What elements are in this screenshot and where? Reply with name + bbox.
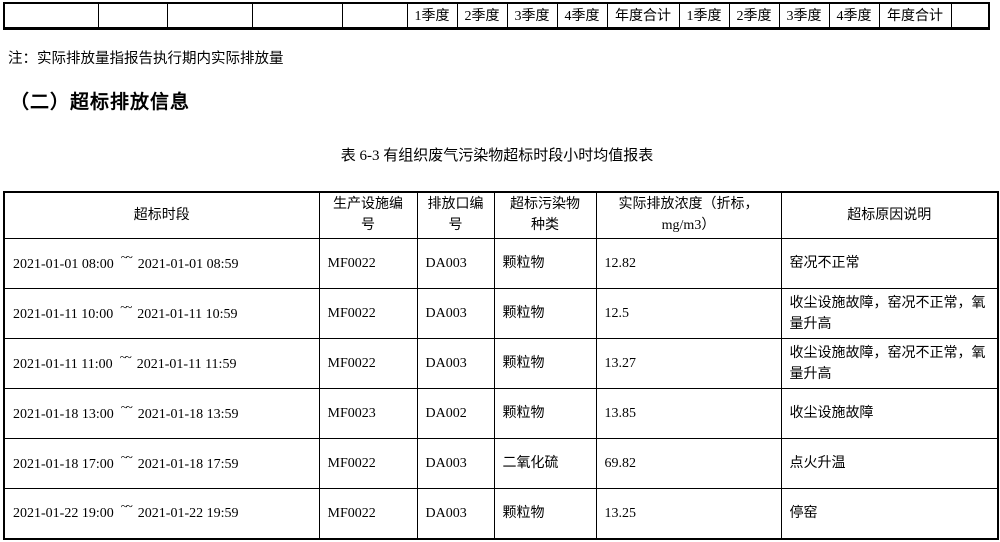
table-title: 表 6-3 有组织废气污染物超标时段小时均值报表 xyxy=(340,147,654,164)
reason-cell: 点火升温 xyxy=(780,438,999,489)
exceedance-table: 超标时段 生产设施编号 排放口编号 超标污染物种类 实际排放浓度（折标，mg/m… xyxy=(3,190,999,540)
concentration-cell: 12.82 xyxy=(595,238,782,289)
facility-no-cell: MF0022 xyxy=(318,238,418,289)
facility-no-cell: MF0023 xyxy=(318,388,418,439)
table-row: 2021-01-18 17:00 ~~2021-01-18 17:59 MF002… xyxy=(3,438,999,489)
period-separator: ~~ xyxy=(119,348,132,364)
empty-cell xyxy=(166,2,253,29)
note-text: 注：实际排放量指报告执行期内实际排放量 xyxy=(8,50,284,67)
pollutant-cell: 颗粒物 xyxy=(493,338,597,389)
period-start: 2021-01-18 13:00 xyxy=(13,406,114,422)
table-row: 2021-01-11 10:00 ~~ 2021-01-11 10:59 MF002… xyxy=(3,288,999,339)
exceedance-table-header-row: 超标时段 生产设施编号 排放口编号 超标污染物种类 实际排放浓度（折标，mg/m… xyxy=(3,191,999,239)
concentration-cell: 13.25 xyxy=(595,488,782,539)
outlet-no-cell: DA003 xyxy=(416,488,495,539)
col-header-pollutant: 超标污染物种类 xyxy=(493,191,597,239)
pollutant-cell: 颗粒物 xyxy=(493,288,597,339)
period-start: 2021-01-18 17:00 xyxy=(13,456,114,472)
table-row: 2021-01-01 08:00 ~~2021-01-01 08:59 MF002… xyxy=(3,238,999,289)
concentration-cell: 69.82 xyxy=(595,438,782,489)
quarter-cell-q2: 2季度 xyxy=(728,2,780,29)
period-end: 2021-01-11 10:59 xyxy=(137,306,238,322)
period-start: 2021-01-22 19:00 xyxy=(13,506,114,522)
quarter-cell-q4: 4季度 xyxy=(828,2,880,29)
period-cell: 2021-01-11 10:00 ~~ 2021-01-11 10:59 xyxy=(3,288,320,339)
quarter-cell-q1: 1季度 xyxy=(678,2,730,29)
period-end: 2021-01-01 08:59 xyxy=(137,256,239,272)
period-cell: 2021-01-11 11:00 ~~2021-01-11 11:59 xyxy=(3,338,320,389)
concentration-cell: 13.85 xyxy=(595,388,782,439)
quarter-cell-q1: 1季度 xyxy=(406,2,458,29)
period-end: 2021-01-18 17:59 xyxy=(137,456,239,472)
empty-cell xyxy=(251,2,343,29)
outlet-no-cell: DA003 xyxy=(416,438,495,489)
annual-total-cell: 年度合计 xyxy=(606,2,680,29)
period-cell: 2021-01-01 08:00 ~~2021-01-01 08:59 xyxy=(3,238,320,289)
quarter-cell-q3: 3季度 xyxy=(778,2,830,29)
table-row: 2021-01-18 13:00 ~~2021-01-18 13:59 MF002… xyxy=(3,388,999,439)
period-separator: ~~ xyxy=(120,398,133,414)
period-separator: ~~ xyxy=(120,448,133,464)
period-start: 2021-01-11 11:00 xyxy=(13,356,113,372)
empty-cell xyxy=(97,2,168,29)
period-separator: ~~ xyxy=(120,298,132,314)
empty-cell xyxy=(950,2,990,29)
pollutant-cell: 颗粒物 xyxy=(493,238,597,289)
outlet-no-cell: DA003 xyxy=(416,238,495,289)
quarter-summary-row-table: 1季度 2季度 3季度 4季度 年度合计 1季度 2季度 3季度 4季度 年度合… xyxy=(3,2,990,30)
reason-cell: 窑况不正常 xyxy=(780,238,999,289)
col-header-concentration: 实际排放浓度（折标，mg/m3） xyxy=(595,191,782,239)
table-row: 2021-01-22 19:00 ~~2021-01-22 19:59 MF002… xyxy=(3,488,999,539)
reason-cell: 收尘设施故障 xyxy=(780,388,999,439)
period-end: 2021-01-18 13:59 xyxy=(137,406,239,422)
col-header-reason: 超标原因说明 xyxy=(780,191,999,239)
concentration-cell: 12.5 xyxy=(595,288,782,339)
facility-no-cell: MF0022 xyxy=(318,438,418,489)
quarter-summary-row: 1季度 2季度 3季度 4季度 年度合计 1季度 2季度 3季度 4季度 年度合… xyxy=(3,2,990,29)
concentration-cell: 13.27 xyxy=(595,338,782,389)
annual-total-cell: 年度合计 xyxy=(878,2,952,29)
outlet-no-cell: DA002 xyxy=(416,388,495,439)
period-cell: 2021-01-18 13:00 ~~2021-01-18 13:59 xyxy=(3,388,320,439)
period-end: 2021-01-11 11:59 xyxy=(136,356,237,372)
outlet-no-cell: DA003 xyxy=(416,288,495,339)
quarter-cell-q3: 3季度 xyxy=(506,2,558,29)
empty-cell xyxy=(3,2,99,29)
period-separator: ~~ xyxy=(120,498,133,514)
col-header-outlet-no: 排放口编号 xyxy=(416,191,495,239)
period-start: 2021-01-11 10:00 xyxy=(13,306,114,322)
outlet-no-cell: DA003 xyxy=(416,338,495,389)
quarter-cell-q4: 4季度 xyxy=(556,2,608,29)
table-row: 2021-01-11 11:00 ~~2021-01-11 11:59 MF002… xyxy=(3,338,999,389)
period-start: 2021-01-01 08:00 xyxy=(13,256,114,272)
col-header-facility-no: 生产设施编号 xyxy=(318,191,418,239)
reason-cell: 收尘设施故障，窑况不正常，氧量升高 xyxy=(780,288,999,339)
facility-no-cell: MF0022 xyxy=(318,338,418,389)
col-header-period: 超标时段 xyxy=(3,191,320,239)
period-cell: 2021-01-18 17:00 ~~2021-01-18 17:59 xyxy=(3,438,320,489)
pollutant-cell: 颗粒物 xyxy=(493,388,597,439)
period-separator: ~~ xyxy=(120,248,133,264)
reason-cell: 停窑 xyxy=(780,488,999,539)
pollutant-cell: 二氧化硫 xyxy=(493,438,597,489)
empty-cell xyxy=(341,2,408,29)
pollutant-cell: 颗粒物 xyxy=(493,488,597,539)
period-end: 2021-01-22 19:59 xyxy=(137,506,239,522)
facility-no-cell: MF0022 xyxy=(318,288,418,339)
section-heading: （二）超标排放信息 xyxy=(10,91,191,113)
reason-cell: 收尘设施故障，窑况不正常，氧量升高 xyxy=(780,338,999,389)
period-cell: 2021-01-22 19:00 ~~2021-01-22 19:59 xyxy=(3,488,320,539)
quarter-cell-q2: 2季度 xyxy=(456,2,508,29)
facility-no-cell: MF0022 xyxy=(318,488,418,539)
